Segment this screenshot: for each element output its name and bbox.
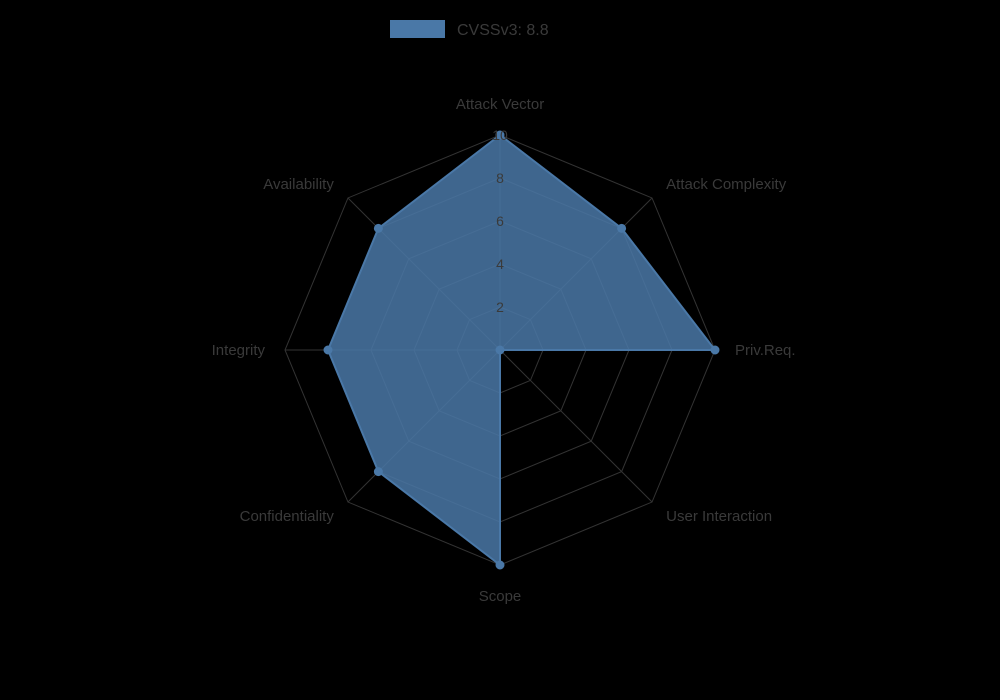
tick-label: 10 <box>492 127 508 143</box>
data-point <box>712 347 719 354</box>
axis-label: User Interaction <box>666 508 772 525</box>
axis-label: Attack Complexity <box>666 176 787 193</box>
data-point <box>497 347 504 354</box>
data-point <box>375 225 382 232</box>
axis-label: Priv.Req. <box>735 342 796 359</box>
radar-chart: 2 4 6 8 10 Attack Vector Attack Complexity Priv… <box>0 0 1000 700</box>
data-point <box>375 468 382 475</box>
tick-label: 2 <box>496 299 504 315</box>
tick-label: 4 <box>496 256 504 272</box>
data-point <box>618 225 625 232</box>
data-point <box>497 562 504 569</box>
axis-label: Scope <box>479 588 522 605</box>
legend-swatch <box>390 20 445 38</box>
axis-label: Attack Vector <box>456 96 544 113</box>
axis-label: Availability <box>263 176 334 193</box>
axis-label: Integrity <box>212 342 266 359</box>
tick-label: 6 <box>496 213 504 229</box>
axis-label: Confidentiality <box>240 508 335 525</box>
data-point <box>325 347 332 354</box>
tick-label: 8 <box>496 170 504 186</box>
legend-label: CVSSv3: 8.8 <box>457 22 549 39</box>
